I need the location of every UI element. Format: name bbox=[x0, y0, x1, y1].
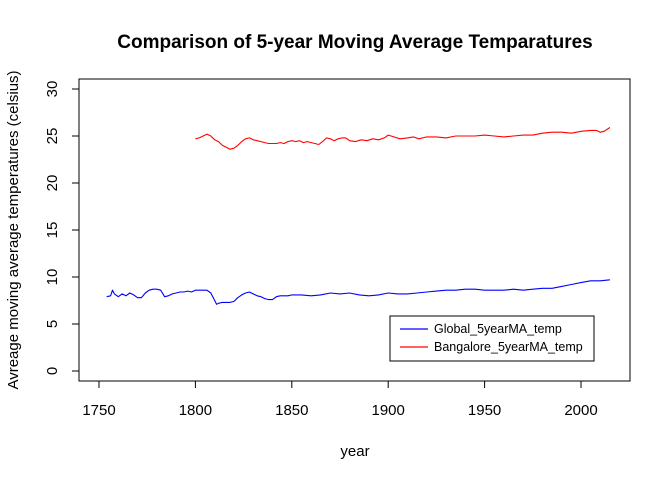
x-tick-label: 2000 bbox=[564, 402, 597, 419]
y-tick-label: 0 bbox=[44, 367, 61, 375]
legend-label-bangalore: Bangalore_5yearMA_temp bbox=[434, 340, 583, 354]
y-axis: 0 5 10 15 20 25 30 bbox=[44, 81, 80, 375]
legend: Global_5yearMA_temp Bangalore_5yearMA_te… bbox=[389, 315, 595, 362]
y-tick-label: 25 bbox=[44, 128, 61, 145]
series-line-global bbox=[106, 279, 610, 305]
y-tick-label: 15 bbox=[44, 222, 61, 239]
x-axis-label: year bbox=[340, 443, 369, 460]
x-tick-label: 1750 bbox=[82, 402, 115, 419]
chart-title: Comparison of 5-year Moving Average Temp… bbox=[117, 32, 592, 53]
series-line-bangalore bbox=[195, 127, 611, 150]
y-tick-label: 20 bbox=[44, 175, 61, 192]
x-tick-label: 1800 bbox=[179, 402, 212, 419]
y-tick-label: 30 bbox=[44, 81, 61, 98]
x-tick-label: 1850 bbox=[275, 402, 308, 419]
y-tick-label: 10 bbox=[44, 269, 61, 286]
x-axis: 1750 1800 1850 1900 1950 2000 bbox=[82, 380, 598, 419]
y-axis-label: Avreage moving average temperatures (cel… bbox=[5, 70, 22, 389]
legend-label-global: Global_5yearMA_temp bbox=[434, 322, 562, 336]
x-tick-label: 1900 bbox=[372, 402, 405, 419]
legend-box bbox=[389, 315, 595, 362]
x-tick-label: 1950 bbox=[468, 402, 501, 419]
series-layer bbox=[106, 127, 611, 305]
y-tick-label: 5 bbox=[44, 320, 61, 328]
